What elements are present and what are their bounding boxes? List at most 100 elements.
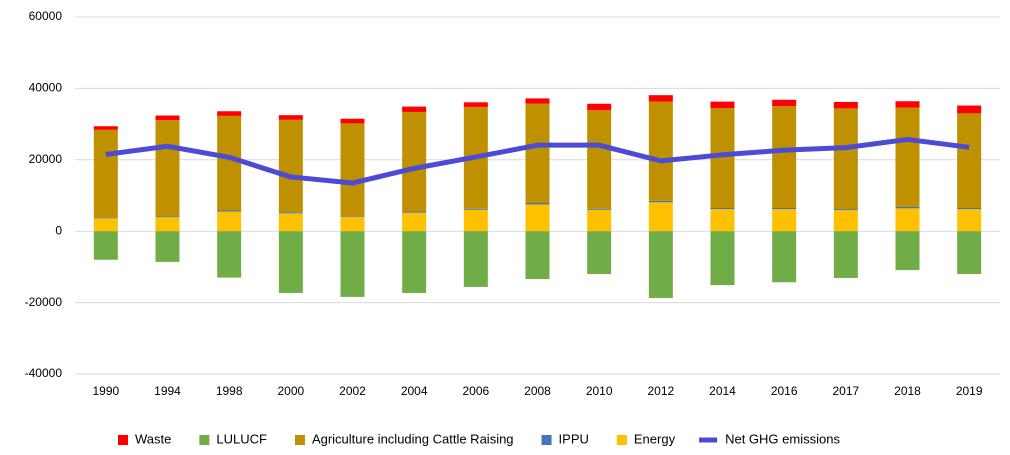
bar-segment [525,103,550,203]
bar-segment [463,209,488,232]
bar-segment [463,102,488,107]
legend-swatch [541,435,552,445]
bar-segment [648,95,673,102]
bar-segment [278,213,303,232]
bar-segment [217,211,242,232]
bar-segment [833,209,858,211]
bar-segment [340,231,365,297]
bar-segment [525,98,550,104]
legend-label: IPPU [559,431,589,446]
x-tick-label: 2000 [277,384,304,398]
bar-segment [93,217,118,219]
bar-segment [525,231,550,280]
bar-segment [710,207,735,210]
bar-segment [772,207,797,210]
bar-segment [278,212,303,214]
bar-segment [340,216,365,217]
y-tick-label: -40000 [25,366,63,380]
bar-segment [93,129,118,218]
legend-swatch [118,435,128,445]
legend-swatch [616,435,627,445]
y-tick-label: 40000 [29,81,63,95]
bar-segment [278,119,303,213]
bar-segment [402,211,427,213]
y-tick-label: 20000 [29,152,63,166]
bar-segment [402,111,427,212]
x-tick-label: 2018 [894,384,921,398]
legend-swatch [294,435,305,445]
bar-segment [93,126,118,130]
bar-segment [587,231,612,275]
x-tick-label: 1994 [154,384,181,398]
legend-label: Agriculture including Cattle Raising [312,431,514,446]
bar-segment [525,202,550,205]
y-tick-label: 0 [55,223,62,237]
bar-segment [772,106,797,208]
bar-segment [957,209,982,232]
bar-segment [155,216,180,218]
bar-segment [93,231,118,260]
bar-segment [772,99,797,107]
bar-segment [895,231,920,271]
bar-segment [648,101,673,201]
bar-segment [648,231,673,298]
bar-segment [833,108,858,210]
legend-label: Waste [135,431,171,446]
legend-label: LULUCF [216,431,267,446]
y-tick-label: -20000 [25,295,63,309]
bar-segment [895,107,920,207]
bar-segment [340,118,365,124]
legend-label: Net GHG emissions [725,431,840,446]
bar-segment [957,113,982,208]
bar-segment [587,208,612,210]
x-tick-label: 1998 [216,384,243,398]
bar-segment [155,217,180,232]
line [105,136,970,186]
bar-segment [217,115,242,211]
bar-segment [340,123,365,217]
bar-segment [957,105,982,114]
bar-segment [833,231,858,278]
bar-segment [525,204,550,232]
bar-segment [710,101,735,109]
x-tick-label: 2016 [771,384,798,398]
x-tick-label: 2002 [339,384,366,398]
bar-segment [895,208,920,232]
legend-swatch [199,435,210,445]
bar-segment [402,212,427,232]
bar-segment [587,209,612,232]
bar-segment [278,231,303,293]
bar-segment [217,231,242,278]
bar-segment [648,202,673,232]
bar-segment [833,101,858,109]
bar-segment [155,231,180,262]
x-tick-label: 2006 [462,384,489,398]
bar-segment [155,120,180,217]
bar-segment [648,200,673,203]
bar-segment [587,103,612,111]
bar-segment [957,207,982,210]
x-tick-label: 2014 [709,384,736,398]
bar-segment [710,231,735,286]
legend-label: Energy [634,431,676,446]
bar-segment [463,231,488,287]
bar-segment [93,218,118,232]
bar-segment [217,111,242,116]
bar-segment [710,209,735,232]
x-tick-label: 2008 [524,384,551,398]
x-tick-label: 2012 [647,384,674,398]
bar-segment [772,209,797,232]
bar-segment [895,101,920,108]
bar-segment [155,115,180,121]
bar-segment [587,110,612,209]
x-tick-label: 2019 [956,384,983,398]
x-tick-label: 2017 [832,384,859,398]
bar-segment [402,106,427,112]
bar-segment [463,208,488,210]
bar-segment [895,206,920,209]
bar-segment [772,231,797,283]
bar-segment [217,210,242,212]
bar-segment [278,115,303,120]
bar-segment [957,231,982,275]
